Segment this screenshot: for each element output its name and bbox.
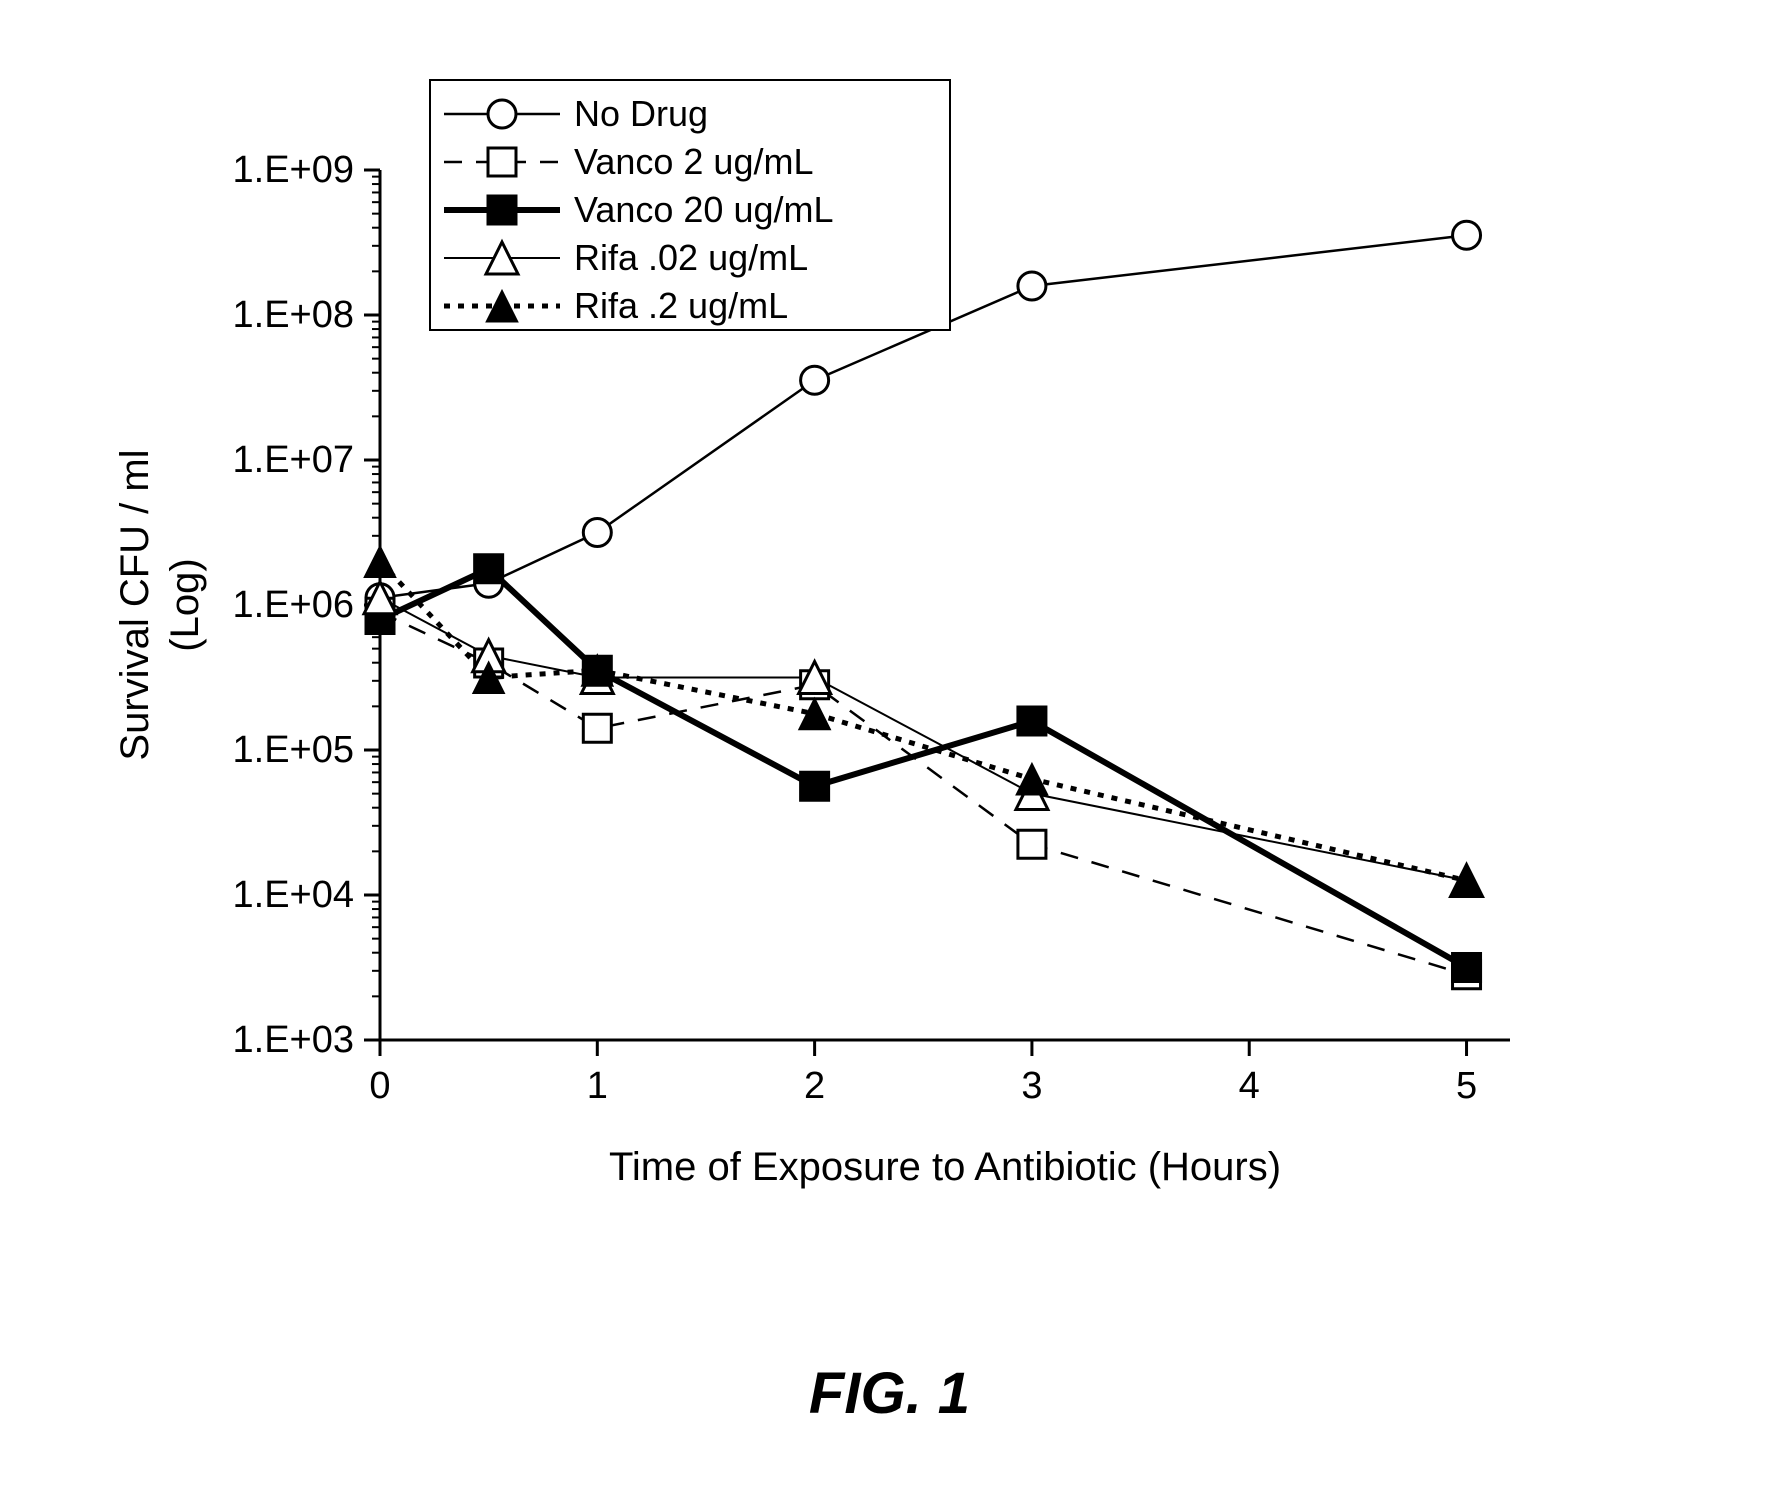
svg-text:1.E+09: 1.E+09	[233, 149, 355, 191]
svg-text:Rifa .2 ug/mL: Rifa .2 ug/mL	[574, 285, 788, 326]
svg-text:2: 2	[804, 1065, 825, 1107]
series-line	[380, 569, 1467, 968]
svg-text:5: 5	[1456, 1065, 1477, 1107]
chart-svg: 0 1 2 3 4 5 Time of Exposure to Antibiotic (Ho…	[0, 0, 1779, 1499]
svg-text:1.E+08: 1.E+08	[233, 294, 355, 336]
svg-text:3: 3	[1021, 1065, 1042, 1107]
svg-text:0: 0	[369, 1065, 390, 1107]
svg-text:Vanco 2 ug/mL: Vanco 2 ug/mL	[574, 141, 813, 182]
svg-text:4: 4	[1239, 1065, 1260, 1107]
svg-text:1.E+03: 1.E+03	[233, 1019, 355, 1061]
svg-text:1: 1	[587, 1065, 608, 1107]
svg-text:Time of Exposure to Antibiotic: Time of Exposure to Antibiotic (Hours)	[609, 1145, 1281, 1189]
svg-text:1.E+05: 1.E+05	[233, 729, 355, 771]
svg-text:(Log): (Log)	[163, 558, 207, 651]
svg-text:1.E+04: 1.E+04	[233, 874, 355, 916]
svg-text:1.E+07: 1.E+07	[233, 439, 355, 481]
svg-text:Vanco 20 ug/mL: Vanco 20 ug/mL	[574, 189, 834, 230]
series-line	[380, 562, 1467, 881]
svg-text:1.E+06: 1.E+06	[233, 584, 355, 626]
figure-caption: FIG. 1	[0, 1360, 1779, 1427]
svg-text:Survival CFU / ml: Survival CFU / ml	[113, 449, 157, 760]
series-line	[380, 598, 1467, 881]
svg-text:Rifa .02 ug/mL: Rifa .02 ug/mL	[574, 237, 808, 278]
svg-text:No Drug: No Drug	[574, 93, 708, 134]
